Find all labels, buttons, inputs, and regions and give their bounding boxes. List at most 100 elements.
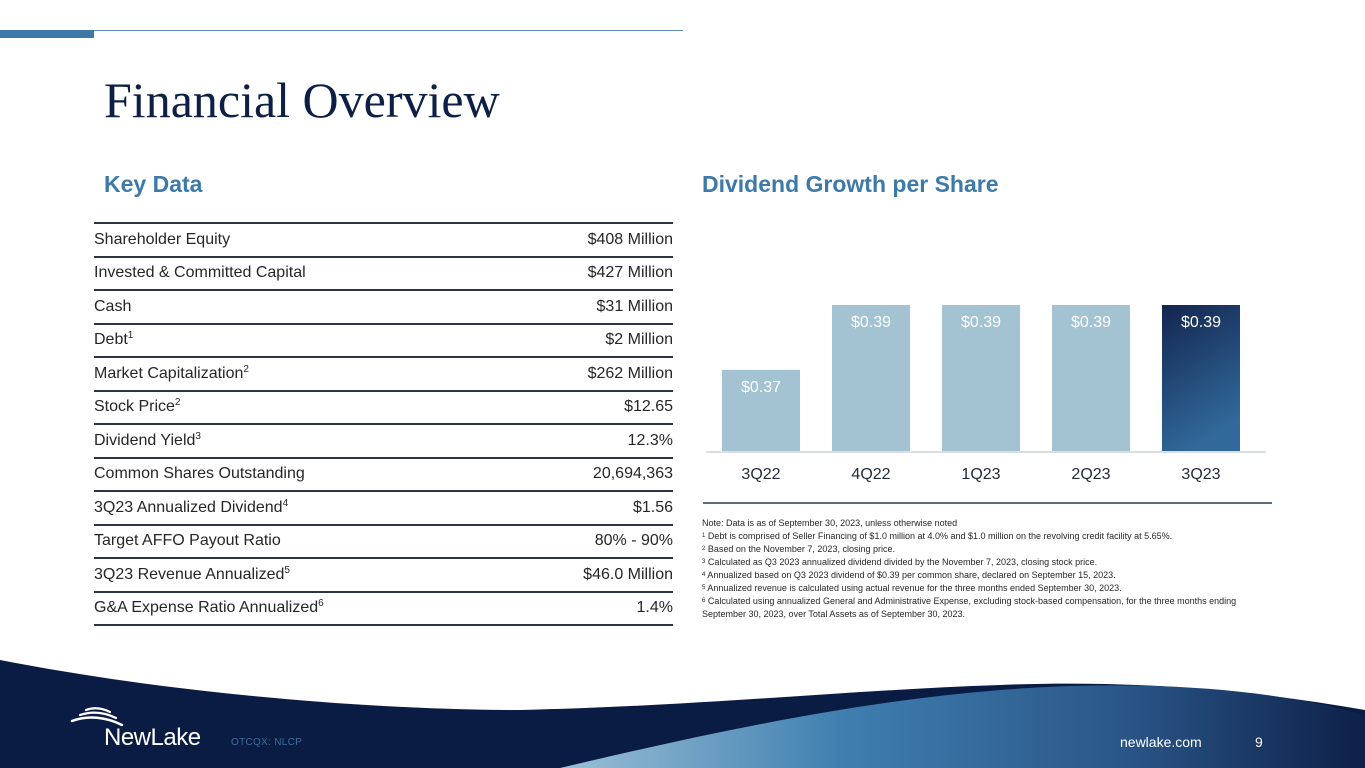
key-data-label: G&A Expense Ratio Annualized6 [94,598,324,617]
key-data-value: $31 Million [596,297,673,315]
key-data-label: 3Q23 Revenue Annualized5 [94,564,290,584]
key-data-label-text: Common Shares Outstanding [94,465,305,483]
dividend-chart: $0.37 3Q22 $0.39 4Q22 $0.39 1Q23 $0.39 2Q23 $0.3… [700,290,1272,505]
key-data-label: Invested & Committed Capital [94,264,306,282]
key-data-row: Target AFFO Payout Ratio 80% - 90% [94,526,673,559]
dividend-chart-svg: $0.37 3Q22 $0.39 4Q22 $0.39 1Q23 $0.39 2Q23 $0.3… [706,305,1266,483]
bar-2Q23 [1052,305,1130,451]
key-data-label: Common Shares Outstanding [94,465,305,483]
key-data-value: $262 Million [587,364,673,382]
footnote-text: Annualized based on Q3 2023 dividend of … [707,570,1116,580]
top-rule [94,30,683,31]
wave-gradient [560,685,1365,768]
footnote-number: 3 [702,559,706,565]
key-data-row: 3Q23 Revenue Annualized5 $46.0 Million [94,559,673,593]
key-data-row: Market Capitalization2 $262 Million [94,358,673,392]
footnote: 4 Annualized based on Q3 2023 dividend o… [702,569,1272,582]
key-data-value: $1.56 [632,498,673,516]
key-data-row: G&A Expense Ratio Annualized6 1.4% [94,593,673,626]
key-data-label-text: Market Capitalization [94,364,244,382]
footnote-text: Debt is comprised of Seller Financing of… [707,531,1173,541]
chart-divider [703,502,1272,504]
key-data-label: Cash [94,298,131,316]
key-data-label: 3Q23 Annualized Dividend4 [94,498,288,517]
footnote: 3 Calculated as Q3 2023 annualized divid… [702,556,1272,569]
bar-4Q22 [832,305,910,451]
footnote: 6 Calculated using annualized General an… [702,595,1272,621]
key-data-label-text: Cash [94,297,132,315]
key-data-row: Stock Price2 $12.65 [94,392,673,425]
key-data-label-text: 3Q23 Revenue Annualized [94,565,285,583]
data-label: $0.39 [1071,314,1111,331]
key-data-row: Invested & Committed Capital $427 Million [94,258,673,291]
key-data-row: Debt1 $2 Million [94,325,673,358]
bar-1Q23 [942,305,1020,451]
footnote-number: 6 [702,598,706,604]
footnote-ref: 3 [195,430,201,442]
footer-wave [0,640,1365,768]
key-data-label-text: Dividend Yield [94,431,196,449]
ticker-symbol: OTCQX: NLCP [231,737,303,748]
footnote: Note: Data is as of September 30, 2023, … [702,517,1272,530]
x-tick-label: 1Q23 [961,466,1000,483]
footnote: 2 Based on the November 7, 2023, closing… [702,543,1272,556]
footnote-number: 5 [702,585,706,591]
newlake-wave-logo-icon [70,707,124,727]
key-data-value: $408 Million [587,230,673,248]
key-data-label: Dividend Yield3 [94,430,201,450]
key-data-label: Stock Price2 [94,397,181,416]
bar-3Q22 [722,369,800,451]
footnote-text: Annualized revenue is calculated using a… [707,583,1122,593]
key-data-label-text: Stock Price [94,398,175,416]
page-title: Financial Overview [104,72,500,128]
key-data-label-text: Invested & Committed Capital [94,264,306,282]
footnote-number: 1 [702,533,706,539]
key-data-label-text: G&A Expense Ratio Annualized [94,599,319,617]
key-data-label-text: 3Q23 Annualized Dividend [94,498,283,516]
footnote: 1 Debt is comprised of Seller Financing … [702,530,1272,543]
dividend-heading: Dividend Growth per Share [702,171,999,197]
footnote-ref: 1 [127,330,134,342]
data-label: $0.39 [1181,314,1221,331]
data-label: $0.39 [961,314,1001,331]
footnote-ref: 5 [284,564,290,576]
top-accent-bar [0,30,94,38]
footnote-ref: 2 [174,397,181,409]
key-data-label: Target AFFO Payout Ratio [94,532,281,550]
key-data-value: $12.65 [624,398,673,416]
footnote-text: Based on the November 7, 2023, closing p… [707,544,895,554]
footnote-ref: 6 [318,598,324,610]
footnote-text: Note: Data is as of September 30, 2023, … [702,518,958,528]
footnotes: Note: Data is as of September 30, 2023, … [702,517,1272,621]
website-link[interactable]: newlake.com [1120,734,1202,750]
key-data-value: $2 Million [605,331,673,349]
key-data-row: Dividend Yield3 12.3% [94,425,673,459]
footnote-text: Calculated as Q3 2023 annualized dividen… [707,557,1098,567]
page-number: 9 [1255,734,1263,750]
newlake-logo: NewLake [104,724,201,751]
key-data-label-text: Target AFFO Payout Ratio [94,532,281,550]
bar-3Q23 [1162,305,1240,451]
data-label: $0.37 [741,379,781,396]
footnote-number: 2 [702,546,706,552]
key-data-value: $46.0 Million [583,565,673,583]
key-data-row: Cash $31 Million [94,291,673,325]
footnote-text: Calculated using annualized General and … [702,596,1237,619]
key-data-row: Common Shares Outstanding 20,694,363 [94,459,673,492]
key-data-value: 20,694,363 [592,465,673,483]
x-tick-label: 3Q22 [741,466,780,483]
key-data-row: 3Q23 Annualized Dividend4 $1.56 [94,492,673,526]
key-data-value: 80% - 90% [594,532,673,550]
footnote: 5 Annualized revenue is calculated using… [702,582,1272,595]
data-label: $0.39 [851,314,891,331]
key-data-label: Market Capitalization2 [94,363,249,383]
x-tick-label: 4Q22 [851,466,890,483]
key-data-table: Shareholder Equity $408 Million Invested &… [94,222,673,626]
key-data-label: Debt1 [94,330,134,349]
key-data-label-text: Debt [94,331,128,349]
x-tick-label: 3Q23 [1181,466,1220,483]
key-data-value: 12.3% [627,431,673,449]
key-data-label-text: Shareholder Equity [94,230,231,248]
footnote-ref: 2 [243,363,249,375]
key-data-row: Shareholder Equity $408 Million [94,224,673,258]
